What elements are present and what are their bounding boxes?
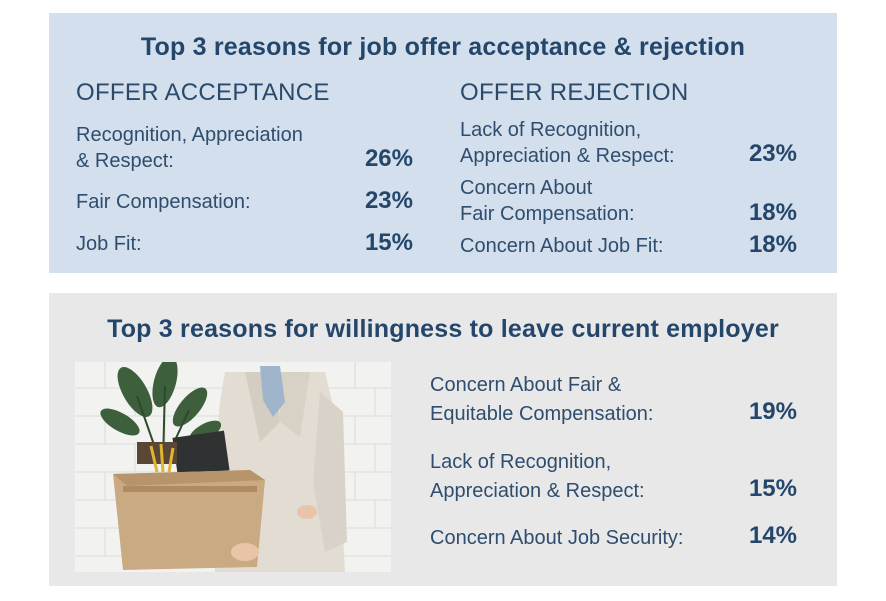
label-line: Job Fit: bbox=[76, 233, 142, 255]
leave-item-label: Concern About Job Security: bbox=[430, 524, 683, 553]
leave-value: 14% bbox=[748, 522, 797, 549]
acceptance-item-label: Fair Compensation: bbox=[76, 189, 251, 215]
photo-illustration bbox=[75, 362, 391, 572]
rejection-value: 18% bbox=[748, 231, 797, 258]
rejection-value: 23% bbox=[748, 140, 797, 167]
label-line: Lack of Recognition, bbox=[430, 451, 612, 473]
acceptance-item-label: Job Fit: bbox=[76, 231, 142, 257]
acceptance-value: 23% bbox=[364, 187, 413, 214]
label-line: Concern About Job Fit: bbox=[460, 235, 664, 257]
rejection-item-label: Concern About Fair Compensation: bbox=[460, 175, 635, 227]
label-line: Fair Compensation: bbox=[76, 191, 251, 213]
offer-acceptance-heading: OFFER ACCEPTANCE bbox=[76, 79, 330, 106]
rejection-item-label: Lack of Recognition, Appreciation & Resp… bbox=[460, 117, 675, 169]
label-line: Concern About bbox=[460, 177, 593, 199]
panel-title: Top 3 reasons for willingness to leave c… bbox=[107, 315, 779, 343]
acceptance-value: 26% bbox=[364, 145, 413, 172]
label-line: Recognition, Appreciation bbox=[76, 124, 303, 146]
rejection-value: 18% bbox=[748, 199, 797, 226]
rejection-item-label: Concern About Job Fit: bbox=[460, 233, 663, 259]
label-line: & Respect: bbox=[76, 150, 174, 172]
acceptance-value: 15% bbox=[364, 229, 413, 256]
person-carrying-box-photo bbox=[75, 362, 391, 572]
offer-rejection-heading: OFFER REJECTION bbox=[460, 79, 689, 106]
leave-employer-panel: Top 3 reasons for willingness to leave c… bbox=[49, 293, 837, 586]
acceptance-rejection-panel: Top 3 reasons for job offer acceptance &… bbox=[49, 13, 837, 273]
leave-value: 15% bbox=[748, 475, 797, 502]
acceptance-item-label: Recognition, Appreciation & Respect: bbox=[76, 122, 303, 174]
leave-item-label: Lack of Recognition, Appreciation & Resp… bbox=[430, 448, 645, 506]
label-line: Appreciation & Respect: bbox=[430, 480, 645, 502]
label-line: Concern About Job Security: bbox=[430, 527, 684, 549]
leave-item-label: Concern About Fair & Equitable Compensat… bbox=[430, 371, 653, 429]
panel-title: Top 3 reasons for job offer acceptance &… bbox=[140, 33, 746, 61]
leave-value: 19% bbox=[748, 398, 797, 425]
label-line: Lack of Recognition, bbox=[460, 119, 642, 141]
label-line: Appreciation & Respect: bbox=[460, 145, 675, 167]
label-line: Fair Compensation: bbox=[460, 203, 635, 225]
label-line: Concern About Fair & bbox=[430, 374, 622, 396]
label-line: Equitable Compensation: bbox=[430, 403, 654, 425]
